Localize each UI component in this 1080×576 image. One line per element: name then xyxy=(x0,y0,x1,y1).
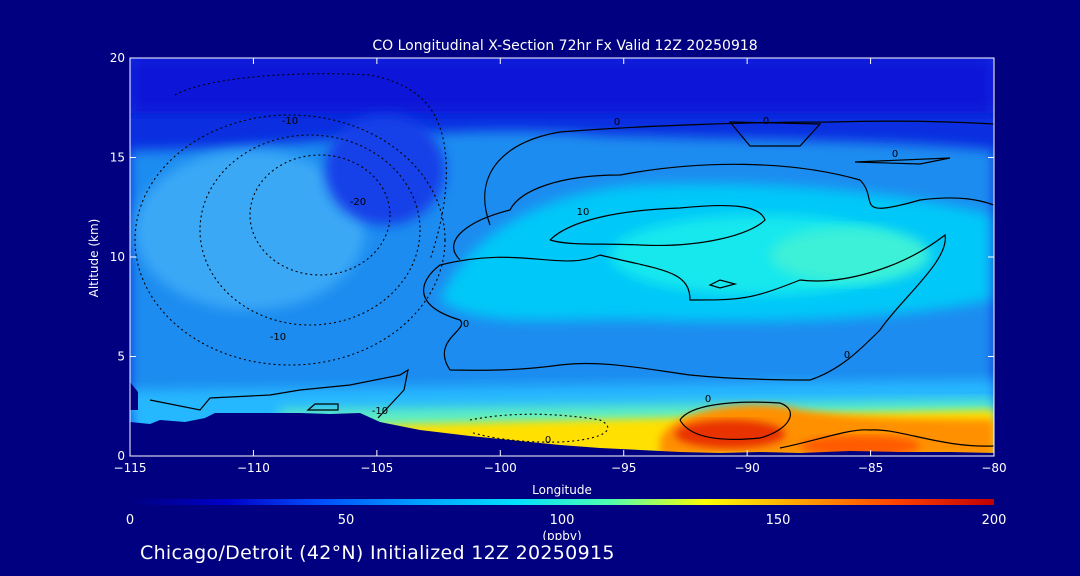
colorbar-tick-label: 150 xyxy=(766,513,791,528)
terrain-mask xyxy=(130,382,994,456)
x-tick-label: −80 xyxy=(981,461,1006,475)
y-tick-label: 15 xyxy=(110,151,125,165)
contour-zero-west xyxy=(149,368,409,419)
field-plume-east xyxy=(800,436,920,456)
contour-small-loop xyxy=(708,279,738,289)
terrain-west-edge xyxy=(130,382,138,410)
contour-plume xyxy=(679,401,791,440)
x-axis-label: Longitude xyxy=(532,483,592,497)
field-upper-band xyxy=(130,58,994,113)
x-tick-label: −105 xyxy=(360,461,393,475)
y-tick-label: 0 xyxy=(117,449,125,463)
contour-lines xyxy=(134,73,994,449)
contour-neg-inner xyxy=(249,154,391,276)
contour-upper-sliver xyxy=(854,157,951,165)
contour-label: -10 xyxy=(270,332,286,343)
contour-neg-outer xyxy=(134,114,446,366)
y-tick-label: 5 xyxy=(117,350,125,364)
contour-ten xyxy=(549,204,766,247)
contour-label: 0 xyxy=(763,116,769,127)
y-tick-label: 20 xyxy=(110,51,125,65)
colorbar-ticks: 0 50 100 150 200 xyxy=(126,513,1007,528)
chart-title: CO Longitudinal X-Section 72hr Fx Valid … xyxy=(372,38,757,54)
x-tick-label: −90 xyxy=(734,461,759,475)
contour-label: -20 xyxy=(350,197,366,208)
x-tick-label: −85 xyxy=(858,461,883,475)
colorbar-tick-label: 0 xyxy=(126,513,134,528)
contour-label: -10 xyxy=(282,116,298,127)
x-tick-label: −115 xyxy=(114,461,147,475)
contour-labels: -10 -20 -10 0 0 10 0 0 0 0 -10 0 xyxy=(270,116,898,446)
colorbar xyxy=(130,499,994,505)
contour-label: -10 xyxy=(372,406,388,417)
colorbar-tick-label: 50 xyxy=(338,513,355,528)
contour-neg-north xyxy=(174,73,447,261)
contour-label: 0 xyxy=(614,117,620,128)
contour-neg-low xyxy=(469,413,609,443)
colorbar-tick-label: 100 xyxy=(550,513,575,528)
contour-label: 0 xyxy=(705,394,711,405)
contour-plume-east xyxy=(779,429,994,449)
contour-label: 10 xyxy=(577,207,590,218)
x-tick-label: −95 xyxy=(611,461,636,475)
contour-label: 0 xyxy=(892,149,898,160)
contour-label: 0 xyxy=(545,435,551,446)
colorbar-tick-label: 200 xyxy=(982,513,1007,528)
colorbar-unit: (ppbv) xyxy=(542,529,581,540)
contour-zero-core xyxy=(423,233,946,381)
y-axis-label: Altitude (km) xyxy=(87,219,101,298)
contour-upper-loop xyxy=(728,121,822,147)
contour-zero-east xyxy=(453,163,994,261)
co-cross-section-chart: CO Longitudinal X-Section 72hr Fx Valid … xyxy=(87,38,1007,543)
plot-area: -10 -20 -10 0 0 10 0 0 0 0 -10 0 xyxy=(130,58,994,456)
y-axis: 0 5 10 15 20 xyxy=(110,51,994,463)
field-core-bright xyxy=(770,227,930,283)
contour-neg-mid xyxy=(199,134,421,326)
x-tick-label: −100 xyxy=(484,461,517,475)
terrain-profile xyxy=(130,413,994,456)
y-tick-label: 10 xyxy=(110,250,125,264)
field-dark-lobe xyxy=(325,115,445,225)
concentration-field xyxy=(130,58,994,456)
x-axis: −115 −110 −105 −100 −95 −90 −85 −80 xyxy=(114,58,1007,475)
contour-zero-upper xyxy=(484,120,994,226)
x-tick-label: −110 xyxy=(237,461,270,475)
contour-label: 0 xyxy=(463,319,469,330)
contour-label: 0 xyxy=(844,350,850,361)
field-west-blob xyxy=(135,150,365,310)
field-plume-red xyxy=(675,420,785,448)
footer-initialization-text: Chicago/Detroit (42°N) Initialized 12Z 2… xyxy=(140,542,615,564)
contour-small-west xyxy=(306,403,339,411)
